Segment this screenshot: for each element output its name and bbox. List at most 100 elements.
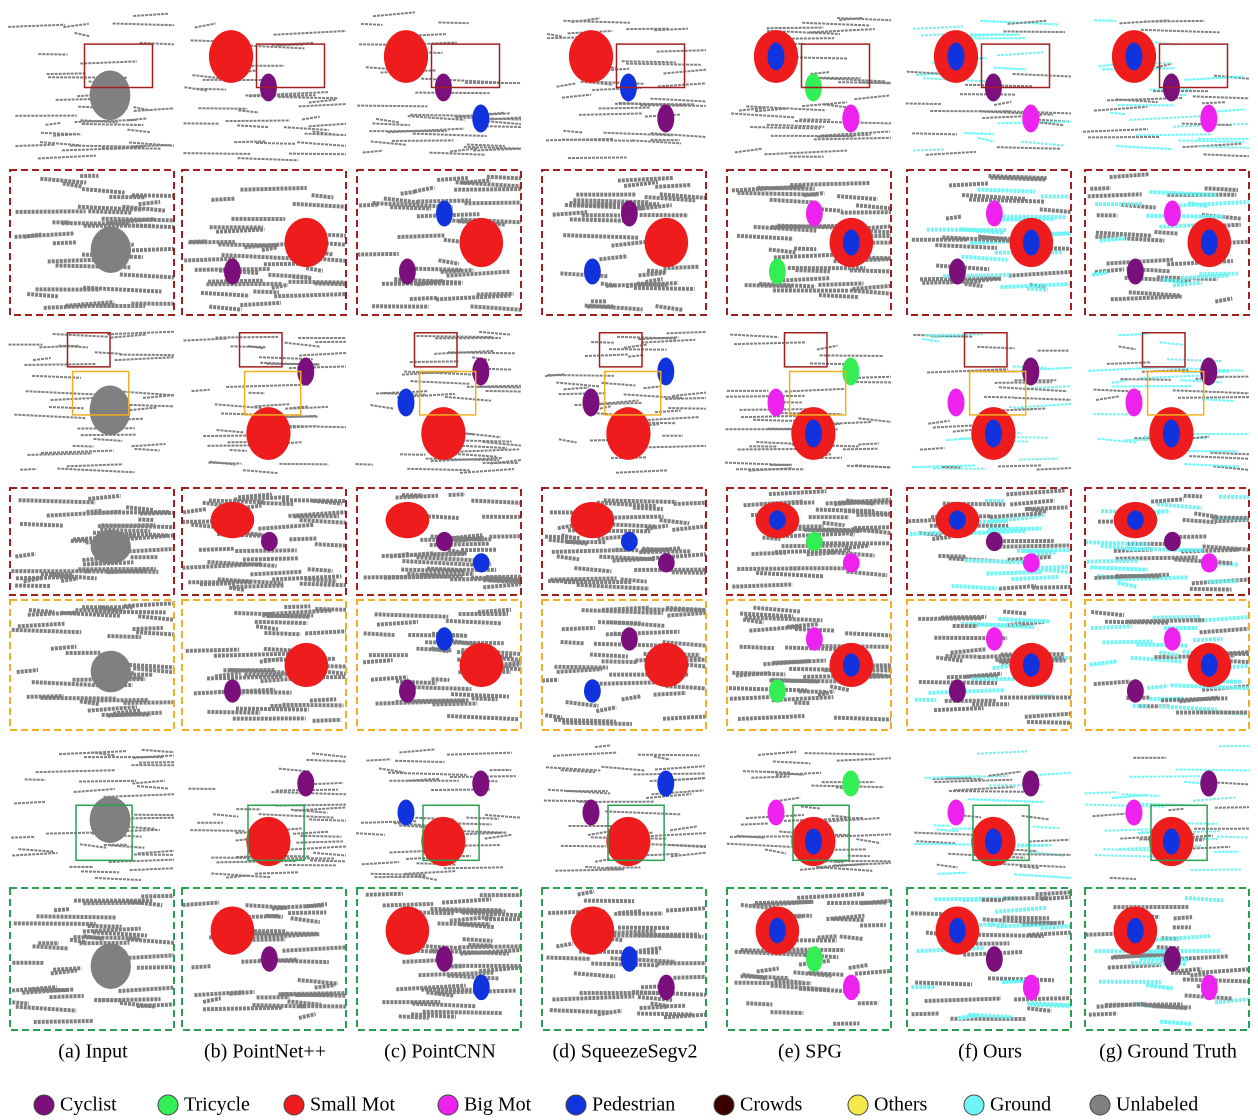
legend-label: Tricycle [184,1094,250,1116]
point-stripe [260,934,319,937]
point-stripe [211,873,271,877]
segment-blob [459,218,503,267]
point-blob [90,385,131,435]
point-stripe [624,182,658,186]
point-stripe [12,1002,29,1003]
point-stripe [255,872,299,873]
point-stripe [1202,102,1226,103]
point-stripe [994,68,1026,70]
point-stripe [278,97,338,98]
point-stripe [274,294,346,296]
point-stripe [232,586,283,587]
point-stripe [946,217,961,219]
point-stripe [215,404,262,408]
point-stripe [805,753,875,754]
segment-blob [948,389,965,417]
point-stripe [240,188,306,190]
point-stripe [98,999,160,1000]
point-stripe [988,978,1054,980]
point-stripe [11,837,35,838]
point-stripe [395,761,444,762]
point-stripe [556,382,599,386]
point-stripe [1009,272,1071,276]
result-panel [914,751,1071,878]
point-stripe [287,1001,321,1004]
point-stripe [471,306,521,309]
point-stripe [809,29,875,32]
point-stripe [1085,792,1118,793]
point-stripe [214,654,295,656]
point-stripe [651,1003,668,1005]
point-stripe [855,971,891,974]
segment-blob [806,627,823,650]
point-stripe [1003,31,1064,32]
point-stripe [624,344,648,347]
point-stripe [449,494,465,495]
point-stripe [292,277,312,279]
segment-blob [436,200,453,226]
point-stripe [634,935,703,937]
point-stripe [729,688,807,690]
legend-label: Cyclist [60,1094,117,1116]
point-stripe [654,757,670,760]
point-stripe [602,608,650,610]
point-stripe [1119,346,1136,349]
segment-blob [436,532,453,551]
result-panel [542,170,706,315]
point-stripe [357,106,427,107]
point-stripe [670,826,697,830]
point-stripe [666,332,706,333]
point-stripe [288,912,326,913]
segment-blob [986,627,1003,650]
result-panel [545,332,706,473]
point-stripe [845,633,891,635]
segment-blob [472,105,489,133]
point-stripe [75,120,137,122]
point-stripe [994,102,1011,105]
point-stripe [674,503,706,504]
point-stripe [546,958,590,959]
point-stripe [34,1021,93,1022]
point-stripe [412,1004,475,1007]
legend-label: Big Mot [464,1094,532,1116]
point-stripe [476,387,521,388]
point-stripe [794,249,816,250]
point-stripe [553,212,588,215]
segment-blob [948,799,965,825]
point-stripe [1151,499,1184,501]
segment-blob [1163,420,1180,448]
point-stripe [1159,706,1217,709]
point-stripe [240,303,281,305]
point-stripe [137,967,174,968]
point-stripe [366,894,403,895]
point-stripe [840,936,863,939]
point-stripe [1193,797,1235,800]
segment-blob [768,43,785,71]
point-stripe [601,767,645,771]
point-stripe [1177,969,1202,971]
point-stripe [1183,520,1217,522]
point-stripe [853,286,891,289]
point-stripe [1105,829,1156,830]
segment-blob [224,679,241,702]
point-stripe [995,382,1052,383]
point-stripe [656,306,683,310]
point-blob [91,227,131,273]
result-panel [183,333,346,473]
point-stripe [133,107,149,110]
point-stripe [1160,1022,1192,1024]
point-stripe [997,147,1061,149]
point-stripe [750,127,820,128]
point-stripe [132,195,174,196]
point-stripe [984,397,1014,398]
point-stripe [191,525,213,527]
segment-blob [1200,105,1217,133]
point-stripe [20,469,36,470]
segment-blob [769,679,786,702]
point-stripe [667,613,706,616]
point-stripe [568,157,627,158]
point-blob [90,797,131,843]
point-stripe [633,508,663,509]
point-stripe [1002,408,1046,410]
point-stripe [363,660,393,662]
